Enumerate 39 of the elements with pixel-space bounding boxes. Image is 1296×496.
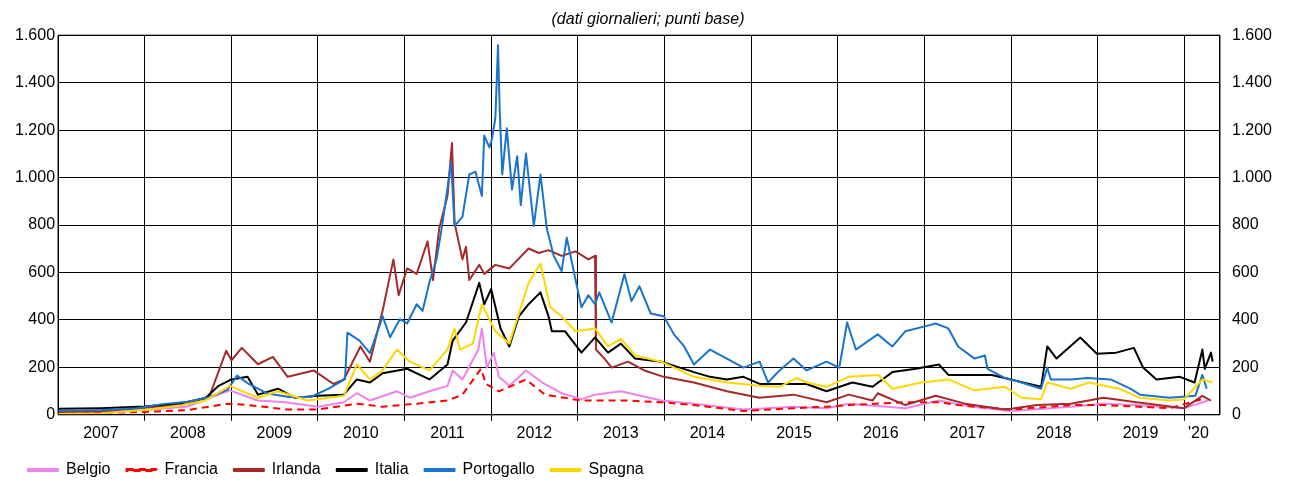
y-tick-label: 200 <box>28 357 56 375</box>
x-tick-label: 2013 <box>603 423 639 441</box>
y-tick-label: 1.000 <box>14 167 56 185</box>
x-tick-label: 2018 <box>1036 423 1072 441</box>
legend-label: Spagna <box>588 460 644 478</box>
legend-label: Belgio <box>66 460 111 478</box>
x-tick-label: 2014 <box>689 423 726 441</box>
x-tick-label: 2019 <box>1122 423 1159 441</box>
x-tick-label: 2007 <box>83 423 119 441</box>
y2-tick-label: 200 <box>1231 357 1259 375</box>
x-tick-label: 2008 <box>169 423 206 441</box>
y-tick-label: 400 <box>28 310 56 328</box>
y-tick-label: 1.400 <box>14 73 56 91</box>
y2-tick-label: 400 <box>1231 310 1259 328</box>
legend-label: Italia <box>374 460 409 478</box>
x-tick-label: 2015 <box>776 423 812 441</box>
y-tick-label: 600 <box>28 262 56 280</box>
y-tick-label: 1.600 <box>14 25 56 43</box>
y2-tick-label: 600 <box>1231 262 1259 280</box>
x-tick-label: 2017 <box>949 423 986 441</box>
x-tick-label: 2012 <box>516 423 553 441</box>
x-tick-label: 2009 <box>256 423 293 441</box>
y2-tick-label: 1.400 <box>1231 73 1273 91</box>
x-tick-label: '20 <box>1187 423 1209 441</box>
y2-tick-label: 1.000 <box>1231 167 1273 185</box>
y2-tick-label: 1.600 <box>1231 25 1273 43</box>
y-tick-label: 0 <box>46 405 56 423</box>
y2-tick-label: 0 <box>1231 405 1241 423</box>
y-tick-label: 1.200 <box>14 120 56 138</box>
legend-label: Portogallo <box>462 460 535 478</box>
y-tick-label: 800 <box>28 215 56 233</box>
legend-label: Irlanda <box>271 460 321 478</box>
x-tick-label: 2016 <box>863 423 899 441</box>
y2-tick-label: 1.200 <box>1231 120 1273 138</box>
legend-label: Francia <box>164 460 218 478</box>
x-tick-label: 2011 <box>430 423 465 441</box>
y2-tick-label: 800 <box>1231 215 1259 233</box>
x-tick-label: 2010 <box>343 423 379 441</box>
chart-subtitle: (dati giornalieri; punti base) <box>551 10 745 28</box>
